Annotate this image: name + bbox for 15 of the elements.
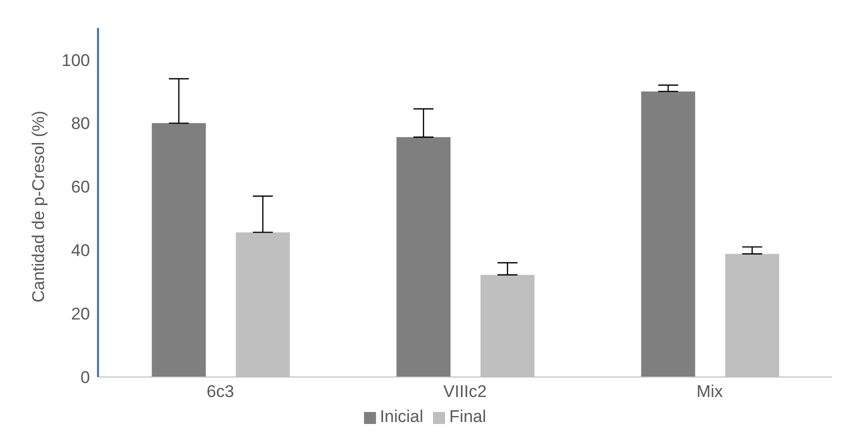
x-tick-label: 6c3 bbox=[206, 382, 234, 402]
y-tick-label: 20 bbox=[71, 304, 90, 324]
x-tick-label: VIIIc2 bbox=[443, 382, 487, 402]
x-tick-label: Mix bbox=[696, 382, 724, 402]
y-axis-title: Cantidad de p-Cresol (%) bbox=[29, 110, 48, 302]
legend-label: Inicial bbox=[380, 407, 424, 426]
y-tick-label: 100 bbox=[62, 50, 90, 70]
bar bbox=[396, 137, 450, 377]
bar bbox=[641, 91, 696, 377]
y-tick-label: 80 bbox=[71, 114, 90, 134]
bar bbox=[152, 123, 206, 377]
y-tick-label: 40 bbox=[71, 241, 90, 260]
legend-label: Final bbox=[449, 407, 486, 426]
y-tick-label: 60 bbox=[71, 178, 90, 197]
y-tick-label: 0 bbox=[80, 368, 90, 388]
